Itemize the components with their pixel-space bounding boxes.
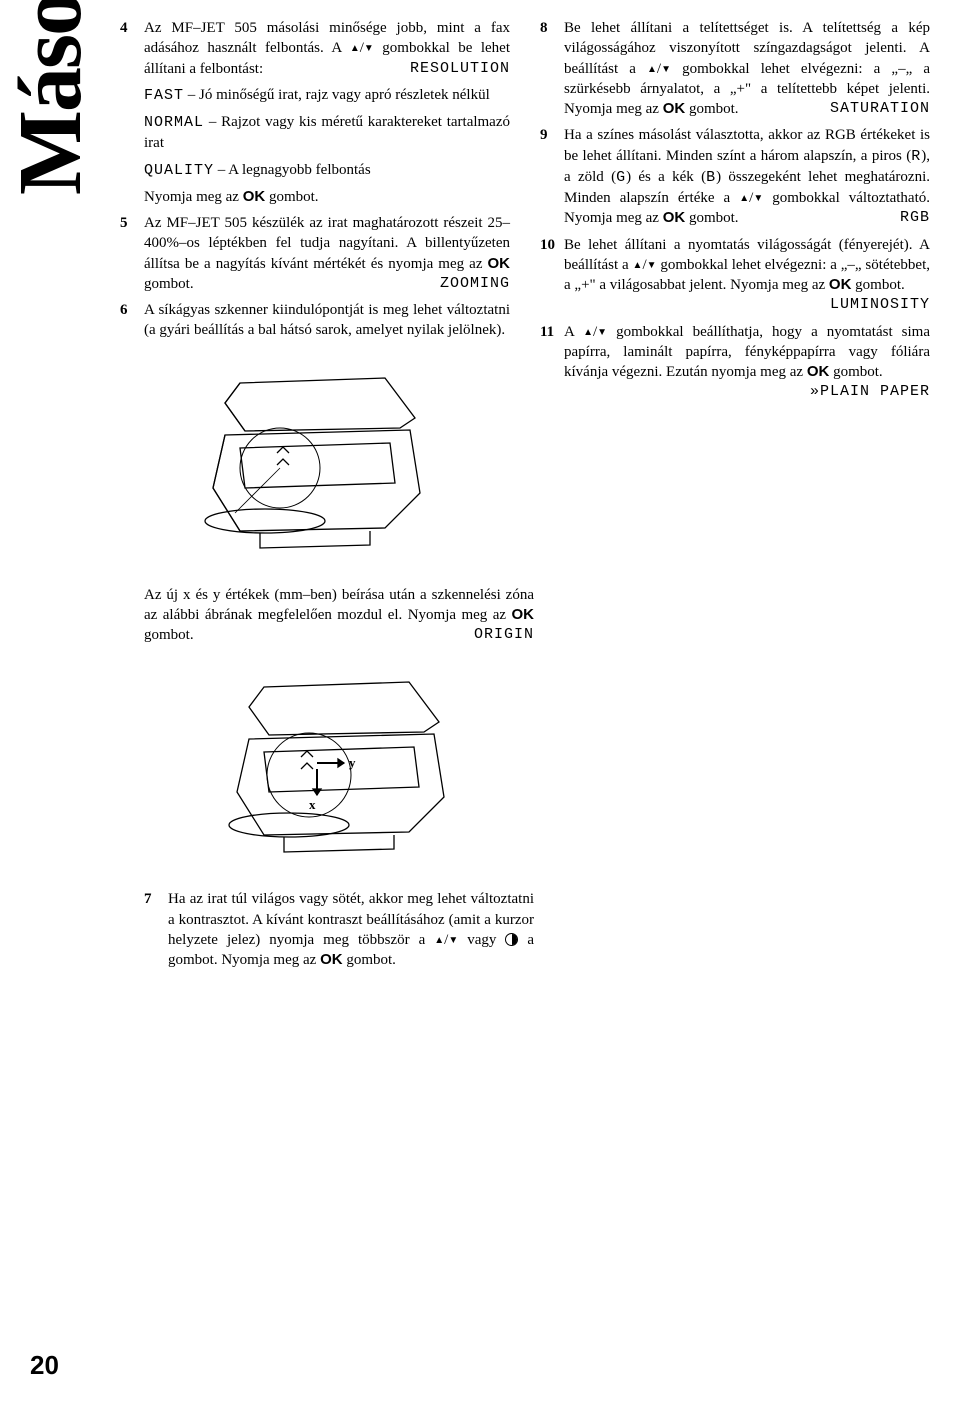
item-body: Az MF–JET 505 másolási minősége jobb, mi…: [144, 18, 510, 79]
press-ok-line: Nyomja meg az OK gombot.: [144, 187, 510, 207]
code-label: RGB: [900, 208, 930, 228]
text: gombot.: [685, 101, 738, 117]
code-label: »PLAIN PAPER: [810, 382, 930, 402]
up-icon: ▲: [647, 63, 657, 77]
code-label: QUALITY: [144, 162, 214, 179]
item-6: 6 A síkágyas szkenner kiindulópontját is…: [120, 300, 510, 341]
code-g: G: [616, 169, 626, 186]
down-icon: ▼: [448, 934, 458, 948]
up-icon: ▲: [583, 326, 593, 340]
ok-label: OK: [488, 255, 511, 272]
down-icon: ▼: [364, 42, 374, 56]
item-body: Be lehet állítani a nyomtatás világosság…: [564, 235, 930, 316]
item-number: 8: [540, 18, 564, 119]
item-body: Az MF–JET 505 készülék az irat maghatáro…: [144, 213, 510, 294]
item-number: 9: [540, 125, 564, 228]
code-label: FAST: [144, 87, 184, 104]
code-label: RESOLUTION: [410, 59, 510, 79]
item-body: Ha a színes másolást választotta, akkor …: [564, 125, 930, 228]
section-title-vert: Másolás: [0, 0, 112, 195]
text: gombot.: [144, 627, 194, 643]
two-column-layout: 4 Az MF–JET 505 másolási minősége jobb, …: [120, 18, 930, 575]
text: Az MF–JET 505 készülék az irat maghatáro…: [144, 215, 510, 272]
left-column: 4 Az MF–JET 505 másolási minősége jobb, …: [120, 18, 510, 575]
down-icon: ▼: [661, 63, 671, 77]
text: gombot.: [144, 276, 194, 292]
device-illustration-2: y x: [209, 657, 469, 877]
up-icon: ▲: [434, 934, 444, 948]
text: Az új x és y értékek (mm–ben) beírása ut…: [144, 587, 534, 623]
down-icon: ▼: [597, 326, 607, 340]
text: – A legnagyobb felbontás: [214, 162, 371, 178]
text: gombot.: [343, 952, 396, 968]
code-label: LUMINOSITY: [830, 295, 930, 315]
y-label: y: [349, 755, 356, 770]
item-number: 4: [120, 18, 144, 79]
down-icon: ▼: [647, 259, 657, 273]
item-number: 5: [120, 213, 144, 294]
item-10: 10 Be lehet állítani a nyomtatás világos…: [540, 235, 930, 316]
item-9: 9 Ha a színes másolást választotta, akko…: [540, 125, 930, 228]
ok-label: OK: [829, 276, 852, 293]
text: gombot.: [685, 210, 738, 226]
text: Nyomja meg az: [144, 189, 243, 205]
item-7: 7 Ha az irat túl világos vagy sötét, akk…: [144, 889, 534, 970]
text: ) és a kék (: [626, 169, 706, 185]
item-body: Ha az irat túl világos vagy sötét, akkor…: [168, 889, 534, 970]
x-label: x: [309, 797, 316, 812]
text: gombot.: [829, 364, 882, 380]
origin-paragraph: Az új x és y értékek (mm–ben) beírása ut…: [144, 585, 534, 646]
text: gombot.: [265, 189, 318, 205]
code-label: ORIGIN: [474, 625, 534, 645]
right-column: 8 Be lehet állítani a telítettséget is. …: [540, 18, 930, 575]
down-icon: ▼: [753, 192, 763, 206]
ok-label: OK: [807, 363, 830, 380]
option-normal: NORMAL – Rajzot vagy kis méretű karakter…: [144, 112, 510, 154]
ok-label: OK: [663, 100, 686, 117]
up-icon: ▲: [633, 259, 643, 273]
code-label: ZOOMING: [440, 274, 510, 294]
text: – Jó minőségű irat, rajz vagy apró részl…: [184, 87, 490, 103]
item-number: 7: [144, 889, 168, 970]
ok-label: OK: [320, 951, 343, 968]
up-icon: ▲: [739, 192, 749, 206]
code-label: NORMAL: [144, 114, 204, 131]
text: A: [564, 324, 583, 340]
device-illustration-1: [185, 353, 445, 563]
ok-label: OK: [663, 209, 686, 226]
text: vagy: [458, 932, 505, 948]
item-number: 10: [540, 235, 564, 316]
code-r: R: [911, 148, 921, 165]
item-body: Be lehet állítani a telítettséget is. A …: [564, 18, 930, 119]
item-number: 6: [120, 300, 144, 341]
contrast-icon: [505, 933, 518, 946]
item-5: 5 Az MF–JET 505 készülék az irat maghatá…: [120, 213, 510, 294]
item-number: 11: [540, 322, 564, 403]
item-4: 4 Az MF–JET 505 másolási minősége jobb, …: [120, 18, 510, 79]
code-b: B: [706, 169, 716, 186]
item-8: 8 Be lehet állítani a telítettséget is. …: [540, 18, 930, 119]
option-fast: FAST – Jó minőségű irat, rajz vagy apró …: [144, 85, 510, 106]
up-icon: ▲: [350, 42, 360, 56]
item-11: 11 A ▲/▼ gombokkal beállíthatja, hogy a …: [540, 322, 930, 403]
ok-label: OK: [512, 606, 535, 623]
code-label: SATURATION: [830, 99, 930, 119]
lower-section: Az új x és y értékek (mm–ben) beírása ut…: [144, 585, 534, 971]
item-body: A ▲/▼ gombokkal beállíthatja, hogy a nyo…: [564, 322, 930, 403]
page-number: 20: [30, 1348, 59, 1383]
ok-label: OK: [243, 188, 266, 205]
text: Ha a színes másolást választotta, akkor …: [564, 127, 930, 163]
option-quality: QUALITY – A legnagyobb felbontás: [144, 160, 510, 181]
item-body: A síkágyas szkenner kiindulópontját is m…: [144, 300, 510, 341]
text: gombot.: [851, 277, 904, 293]
